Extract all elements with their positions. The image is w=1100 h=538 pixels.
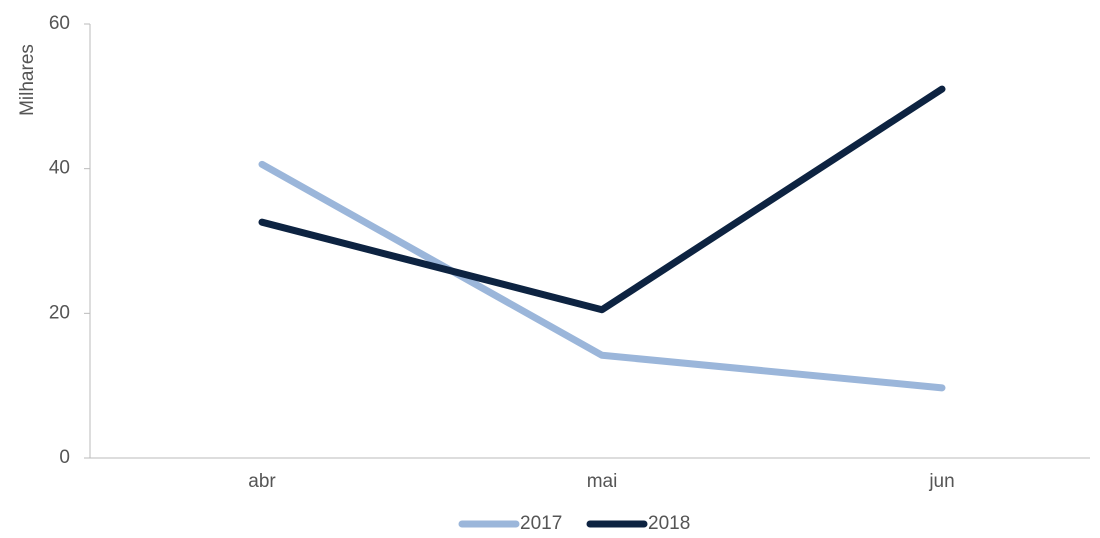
x-tick-label: mai <box>587 471 618 492</box>
x-tick-label: abr <box>248 471 276 492</box>
y-tick-label: 0 <box>59 447 70 468</box>
x-tick-label: jun <box>928 471 954 492</box>
legend-label: 2017 <box>520 513 562 533</box>
line-series <box>258 160 946 392</box>
legend-label: 2018 <box>648 513 690 533</box>
y-tick-label: 40 <box>49 158 70 179</box>
y-axis-label: Milhares <box>17 44 38 116</box>
y-tick-label: 60 <box>49 13 70 34</box>
line-series <box>258 85 946 314</box>
y-tick-label: 20 <box>49 302 70 323</box>
